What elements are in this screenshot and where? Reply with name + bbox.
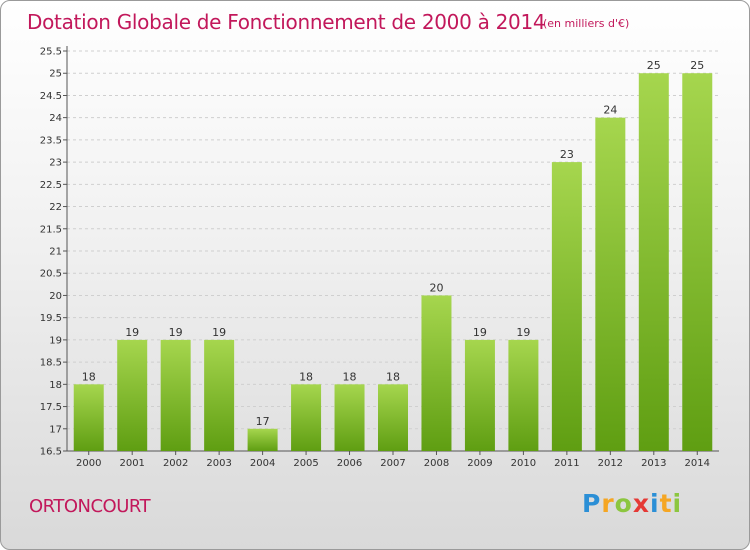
y-tick-label: 16.5 <box>40 447 62 458</box>
chart-title: Dotation Globale de Fonctionnement de 20… <box>27 10 546 34</box>
logo-letter: o <box>614 489 633 518</box>
y-tick-label: 17.5 <box>40 402 62 413</box>
y-tick-label: 17 <box>49 424 62 435</box>
y-tick-label: 19 <box>49 335 62 346</box>
data-label: 19 <box>516 326 530 339</box>
logo-letter: x <box>632 489 650 518</box>
bar <box>595 117 626 452</box>
x-tick-label: 2001 <box>119 458 144 469</box>
y-tick-label: 20 <box>49 291 62 302</box>
bar <box>682 73 713 451</box>
y-tick-label: 24 <box>49 113 62 124</box>
x-tick-label: 2005 <box>293 458 318 469</box>
y-tick-label: 23 <box>49 158 62 169</box>
data-label: 24 <box>603 104 617 117</box>
data-label: 18 <box>343 370 357 383</box>
data-label: 19 <box>169 326 183 339</box>
commune-name: ORTONCOURT <box>29 496 151 517</box>
y-tick-label: 18 <box>49 380 62 391</box>
bar <box>117 339 148 451</box>
x-tick-label: 2013 <box>641 458 666 469</box>
y-tick-label: 23.5 <box>40 135 62 146</box>
bar <box>378 384 408 451</box>
data-label: 25 <box>647 59 661 72</box>
y-tick-label: 25.5 <box>40 47 62 58</box>
bar <box>204 339 235 451</box>
bar <box>291 384 322 451</box>
data-label: 20 <box>429 281 443 294</box>
x-tick-label: 2003 <box>206 458 231 469</box>
x-tick-label: 2004 <box>250 458 275 469</box>
y-tick-label: 21 <box>49 247 62 258</box>
y-tick-label: 18.5 <box>40 358 62 369</box>
data-label: 19 <box>212 326 226 339</box>
data-label: 19 <box>473 326 487 339</box>
y-tick-label: 20.5 <box>40 269 62 280</box>
y-tick-label: 24.5 <box>40 91 62 102</box>
logo-letter: r <box>601 489 615 518</box>
x-tick-label: 2012 <box>598 458 623 469</box>
bar <box>160 339 191 451</box>
x-tick-label: 2006 <box>337 458 362 469</box>
logo-letter: i <box>672 489 683 518</box>
y-tick-label: 22.5 <box>40 180 62 191</box>
logo-letter: i <box>650 489 660 518</box>
bar <box>551 162 582 451</box>
x-tick-label: 2009 <box>467 458 492 469</box>
x-tick-label: 2000 <box>76 458 101 469</box>
bar <box>508 339 539 451</box>
x-tick-label: 2002 <box>163 458 188 469</box>
proxiti-logo[interactable]: Proxiti <box>582 489 682 518</box>
data-label: 25 <box>690 59 704 72</box>
data-labels: 18 19 19 19 17 18 18 18 20 19 19 23 24 25 25 <box>82 59 705 428</box>
x-tick-label: 2014 <box>685 458 710 469</box>
chart-subtitle: (en milliers d'€) <box>543 17 630 30</box>
bar <box>421 295 452 451</box>
data-label: 18 <box>386 370 400 383</box>
data-label: 17 <box>256 415 270 428</box>
y-tick-label: 22 <box>49 202 62 213</box>
y-tick-label: 25 <box>49 69 62 80</box>
axes: 16.5 17 17.5 18 18.5 19 19.5 20 20.5 21 21.5 22 22.5… <box>40 46 719 469</box>
bar <box>334 384 365 451</box>
data-label: 18 <box>299 370 313 383</box>
x-tick-label: 2011 <box>554 458 579 469</box>
bar <box>464 339 495 451</box>
data-label: 19 <box>125 326 139 339</box>
y-tick-label: 19.5 <box>40 313 62 324</box>
logo-letter: t <box>659 489 673 518</box>
data-label: 18 <box>82 370 96 383</box>
x-tick-label: 2010 <box>511 458 536 469</box>
bar <box>247 428 278 451</box>
x-tick-label: 2007 <box>380 458 405 469</box>
logo-letter: P <box>582 489 602 518</box>
x-tick-label: 2008 <box>424 458 449 469</box>
bar <box>73 384 104 451</box>
data-label: 23 <box>560 148 574 161</box>
y-tick-label: 21.5 <box>40 224 62 235</box>
bar <box>638 73 669 451</box>
bars <box>73 73 713 452</box>
